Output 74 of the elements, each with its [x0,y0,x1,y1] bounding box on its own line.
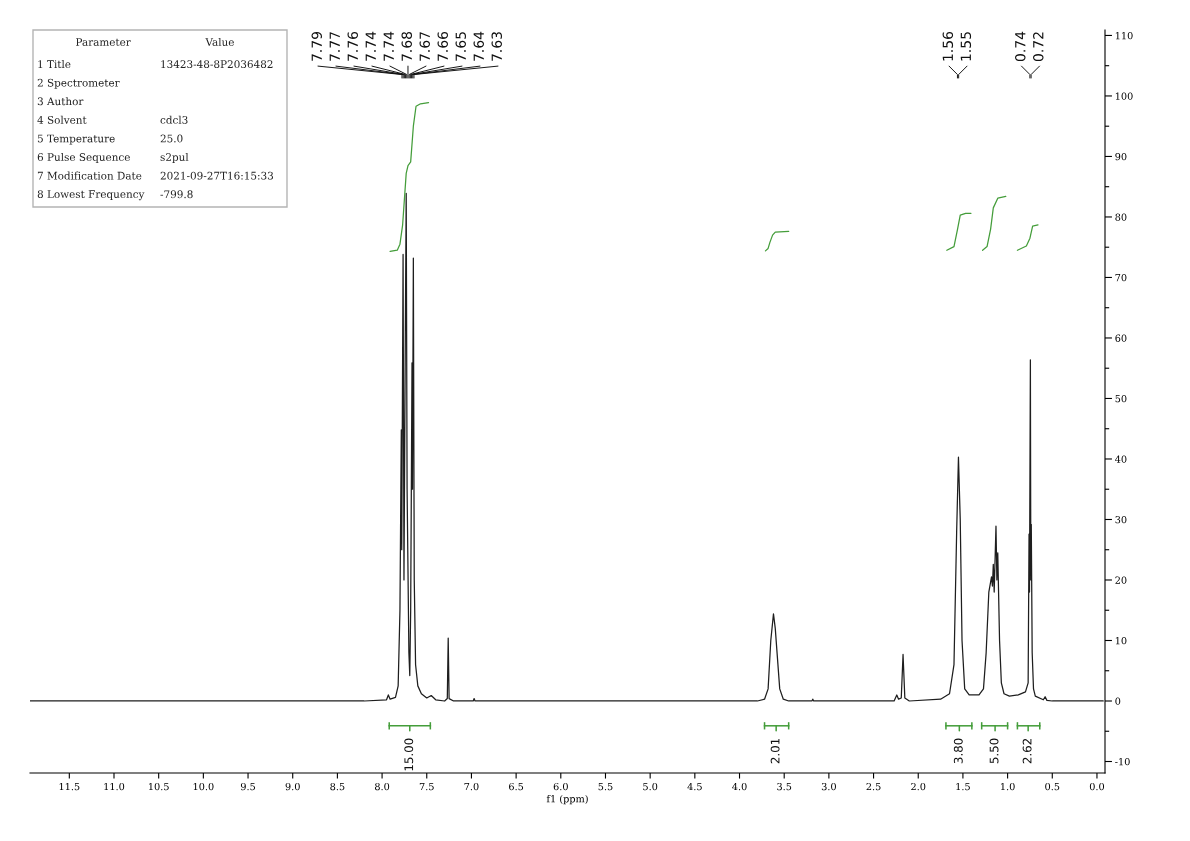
x-tick-label: 9.0 [285,782,300,791]
y-tick-label: 100 [1115,92,1133,100]
annotation: 5 Temperature [37,134,115,145]
x-tick-label: 11.0 [104,782,125,791]
y-tick-label: 50 [1115,394,1127,403]
y-tick-label: 30 [1115,515,1127,524]
annotation: 0.72 [1033,32,1044,62]
x-tick-label: 4.5 [687,782,702,791]
annotation: 8 Lowest Frequency [37,190,145,201]
x-tick-label: 3.0 [821,782,836,791]
x-tick-label: 10.0 [193,782,214,791]
annotation: 1.55 [960,32,972,61]
annotation: 2021-09-27T16:15:33 [160,171,274,180]
x-tick-label: 7.5 [419,783,434,791]
annotation: 3.80 [953,738,963,764]
annotation: 15.00 [404,738,414,771]
y-tick-label: 60 [1115,334,1127,342]
annotation: 7.74 [383,31,394,61]
annotation: -799.8 [160,190,193,199]
annotation: Parameter [76,38,131,46]
y-tick-label: 110 [1115,31,1133,40]
annotation: 7.77 [329,32,340,61]
annotation: 2 Spectrometer [37,78,120,89]
x-axis-title: f1 (ppm) [546,794,588,805]
annotation: 7.64 [473,31,484,61]
annotation: 1 Title [38,60,71,69]
annotation: 2.01 [770,738,780,764]
annotation: 1.56 [942,31,954,61]
y-tick-label: 80 [1115,213,1127,221]
annotation: cdcl3 [160,115,188,124]
y-tick-label: 70 [1115,273,1127,282]
annotation: 0.74 [1015,31,1026,62]
y-tick-label: 20 [1115,576,1127,584]
x-tick-label: 0.5 [1045,782,1060,791]
y-tick-label: 40 [1115,455,1127,463]
annotation: 7 Modification Date [37,171,142,180]
annotation: 5.50 [989,738,999,764]
x-tick-label: 4.0 [732,782,747,791]
x-tick-label: 2.5 [866,782,881,791]
x-tick-label: 5.5 [598,783,613,791]
x-tick-label: 2.0 [911,782,926,791]
x-tick-label: 8.0 [375,782,390,791]
annotation: 7.76 [347,31,358,61]
x-tick-label: 7.0 [464,782,479,791]
x-tick-label: 5.0 [643,782,658,791]
x-tick-label: 9.5 [240,782,256,791]
annotation: 4 Solvent [37,115,87,124]
y-tick-label: 0 [1115,697,1121,705]
annotation: 13423-48-8P2036482 [161,60,273,69]
x-tick-label: 1.5 [956,782,970,791]
x-tick-label: 8.5 [330,782,345,791]
x-tick-label: 11.5 [59,782,80,791]
annotation: 7.66 [437,31,448,61]
y-tick-label: 10 [1115,636,1127,645]
x-tick-label: 6.5 [509,782,524,791]
x-tick-label: 10.5 [149,782,169,791]
x-tick-label: 0.0 [1089,782,1105,791]
annotation: 25.0 [160,134,183,143]
annotation: 7.65 [455,32,466,61]
annotation: 7.79 [311,32,322,61]
y-tick-label: 90 [1115,152,1127,161]
annotation: s2pul [160,152,189,164]
x-tick-label: 1.0 [1001,782,1015,791]
annotation: 7.74 [365,31,376,61]
annotation: 2.62 [1022,738,1032,764]
annotation: 7.67 [419,32,430,61]
annotation: 7.68 [401,31,412,61]
x-tick-label: 3.5 [777,782,792,791]
annotation: 3 Author [37,97,84,106]
y-tick-label: -10 [1115,757,1130,766]
x-tick-label: 6.0 [553,782,568,791]
annotation: Value [205,37,234,46]
annotation: 7.63 [491,32,502,61]
annotation: 6 Pulse Sequence [37,152,130,164]
